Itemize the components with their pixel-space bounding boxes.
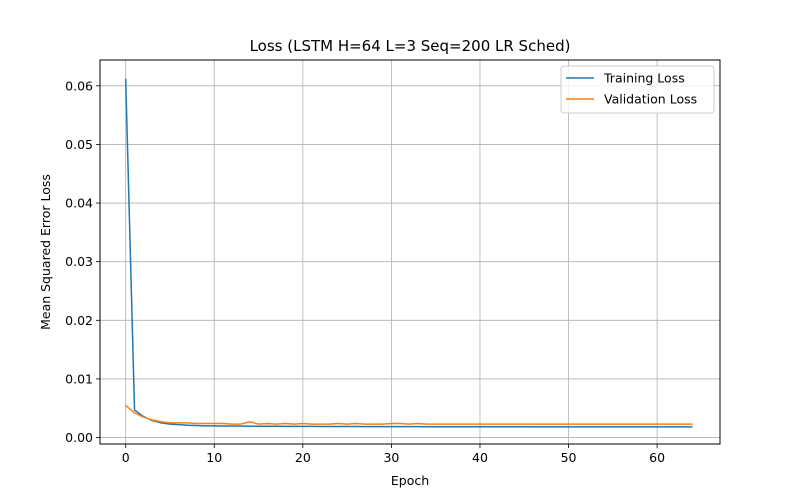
chart-title: Loss (LSTM H=64 L=3 Seq=200 LR Sched) [250,37,571,55]
y-axis-label: Mean Squared Error Loss [38,174,53,330]
x-tick-label: 20 [295,450,311,465]
y-tick-label: 0.01 [65,371,93,386]
y-tick-label: 0.03 [65,254,93,269]
legend-label-training-loss: Training Loss [603,71,685,86]
validation-loss-line [125,404,693,425]
x-tick-label: 50 [561,450,577,465]
x-tick-label: 30 [383,450,399,465]
x-axis-ticks: 0 10 20 30 40 50 60 [122,444,665,465]
x-tick-label: 0 [122,450,130,465]
legend: Training Loss Validation Loss [560,65,715,114]
series-lines [124,78,693,428]
x-tick-label: 10 [206,450,222,465]
legend-label-validation-loss: Validation Loss [604,92,697,107]
legend-box [560,65,715,114]
x-tick-label: 60 [649,450,665,465]
training-loss-line [124,78,693,428]
grid-lines [100,60,720,444]
y-tick-label: 0.02 [65,313,93,328]
x-tick-label: 40 [472,450,488,465]
y-axis-ticks: 0.00 0.01 0.02 0.03 0.04 0.05 0.06 [65,78,100,445]
y-tick-label: 0.04 [65,196,93,211]
y-tick-label: 0.06 [65,78,93,93]
plot-frame [99,59,721,445]
y-tick-label: 0.00 [65,430,93,445]
y-tick-label: 0.05 [65,137,93,152]
x-axis-label: Epoch [391,473,429,488]
